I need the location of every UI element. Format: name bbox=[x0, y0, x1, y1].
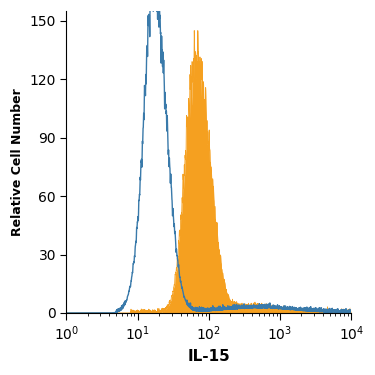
Y-axis label: Relative Cell Number: Relative Cell Number bbox=[11, 88, 24, 236]
X-axis label: IL-15: IL-15 bbox=[188, 349, 230, 364]
